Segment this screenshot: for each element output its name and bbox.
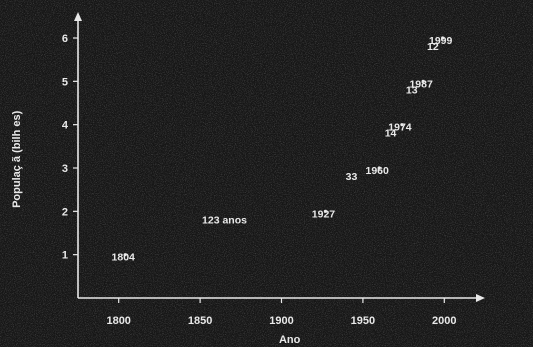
grain-texture-front bbox=[0, 0, 533, 347]
chart-stage: 1800 1850 1900 1950 2000 1 2 3 4 5 6 Ano Populaç ã (… bbox=[0, 0, 533, 347]
